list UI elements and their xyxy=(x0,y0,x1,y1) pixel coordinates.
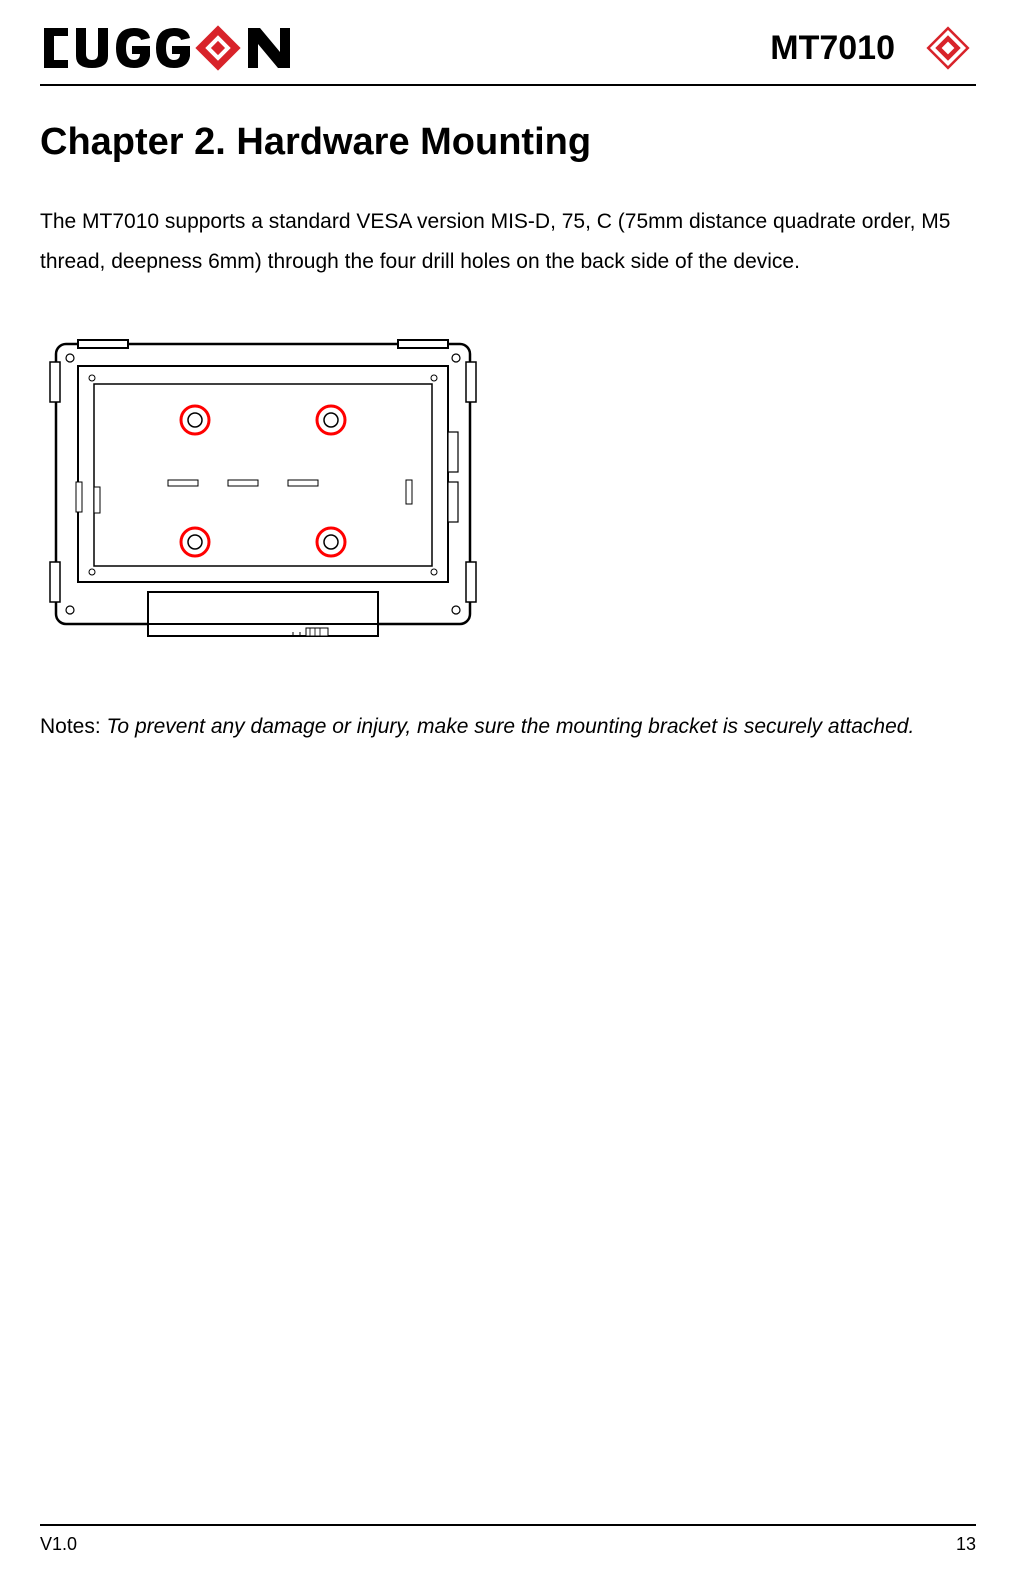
diamond-accent-icon xyxy=(920,20,976,76)
notes-paragraph: Notes: To prevent any damage or injury, … xyxy=(40,707,976,747)
footer-version: V1.0 xyxy=(40,1534,77,1555)
page-footer: V1.0 13 xyxy=(40,1524,976,1555)
notes-text: To prevent any damage or injury, make su… xyxy=(107,715,915,738)
ruggon-logo-icon xyxy=(40,24,305,72)
notes-label: Notes: xyxy=(40,715,107,738)
device-back-diagram xyxy=(48,332,976,657)
body-paragraph: The MT7010 supports a standard VESA vers… xyxy=(40,202,976,282)
footer-page-number: 13 xyxy=(956,1534,976,1555)
chapter-title: Chapter 2. Hardware Mounting xyxy=(40,121,976,164)
model-section: MT7010 xyxy=(770,20,976,76)
page-header: MT7010 xyxy=(40,20,976,86)
brand-logo xyxy=(40,24,305,72)
model-number-text: MT7010 xyxy=(770,29,895,68)
